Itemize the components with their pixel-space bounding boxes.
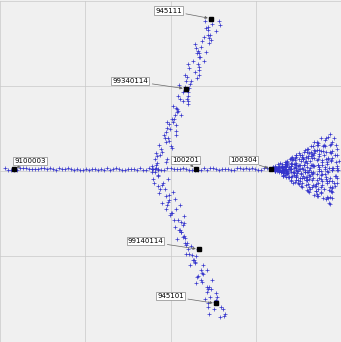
Text: 100201: 100201 bbox=[172, 157, 199, 167]
Text: 99140114: 99140114 bbox=[128, 238, 195, 249]
Text: 945101: 945101 bbox=[157, 293, 212, 304]
Text: 9100003: 9100003 bbox=[14, 158, 46, 167]
Text: 100304: 100304 bbox=[230, 157, 267, 168]
Text: 99340114: 99340114 bbox=[113, 78, 182, 89]
Text: 945111: 945111 bbox=[155, 8, 207, 18]
